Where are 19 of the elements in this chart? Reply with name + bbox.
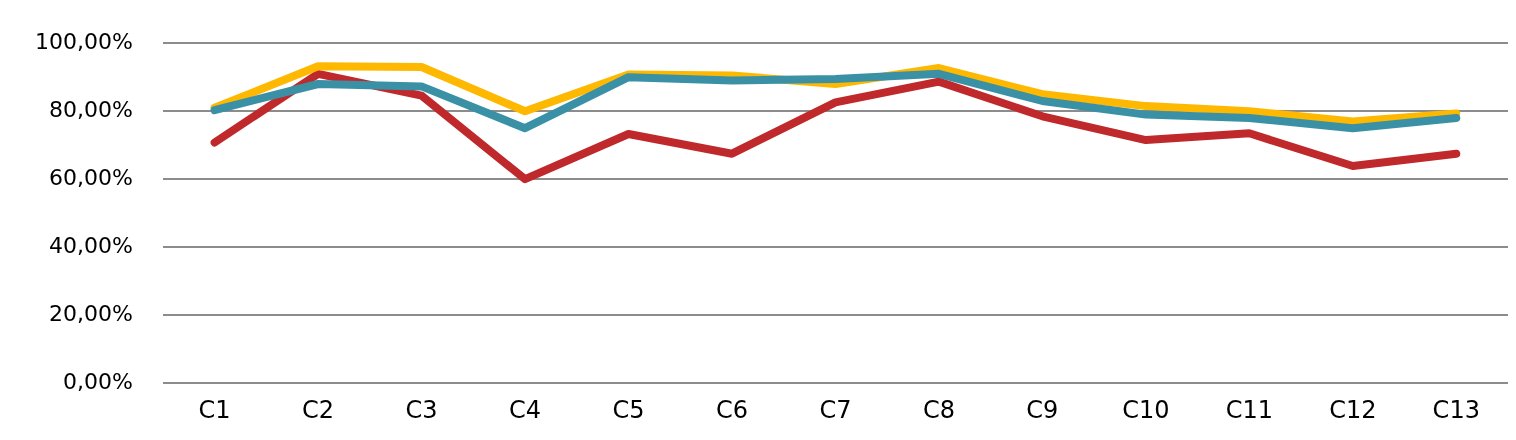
y-tick-label: 40,00% xyxy=(48,232,133,258)
y-tick-label: 100,00% xyxy=(34,28,133,54)
x-tick-label: C12 xyxy=(1329,395,1377,424)
x-tick-label: C6 xyxy=(715,395,748,424)
x-tick-label: C13 xyxy=(1432,395,1480,424)
x-tick-label: C3 xyxy=(405,395,438,424)
y-tick-label: 20,00% xyxy=(48,300,133,326)
y-tick-label: 60,00% xyxy=(48,164,133,190)
x-tick-label: C4 xyxy=(509,395,542,424)
x-tick-label: C1 xyxy=(198,395,231,424)
y-tick-label: 80,00% xyxy=(48,96,133,122)
x-tick-label: C9 xyxy=(1026,395,1059,424)
x-tick-label: C7 xyxy=(819,395,852,424)
x-tick-label: C2 xyxy=(302,395,335,424)
y-tick-label: 0,00% xyxy=(62,368,133,394)
x-tick-label: C11 xyxy=(1225,395,1273,424)
x-tick-label: C5 xyxy=(612,395,645,424)
x-tick-label: C10 xyxy=(1122,395,1170,424)
x-tick-label: C8 xyxy=(922,395,955,424)
